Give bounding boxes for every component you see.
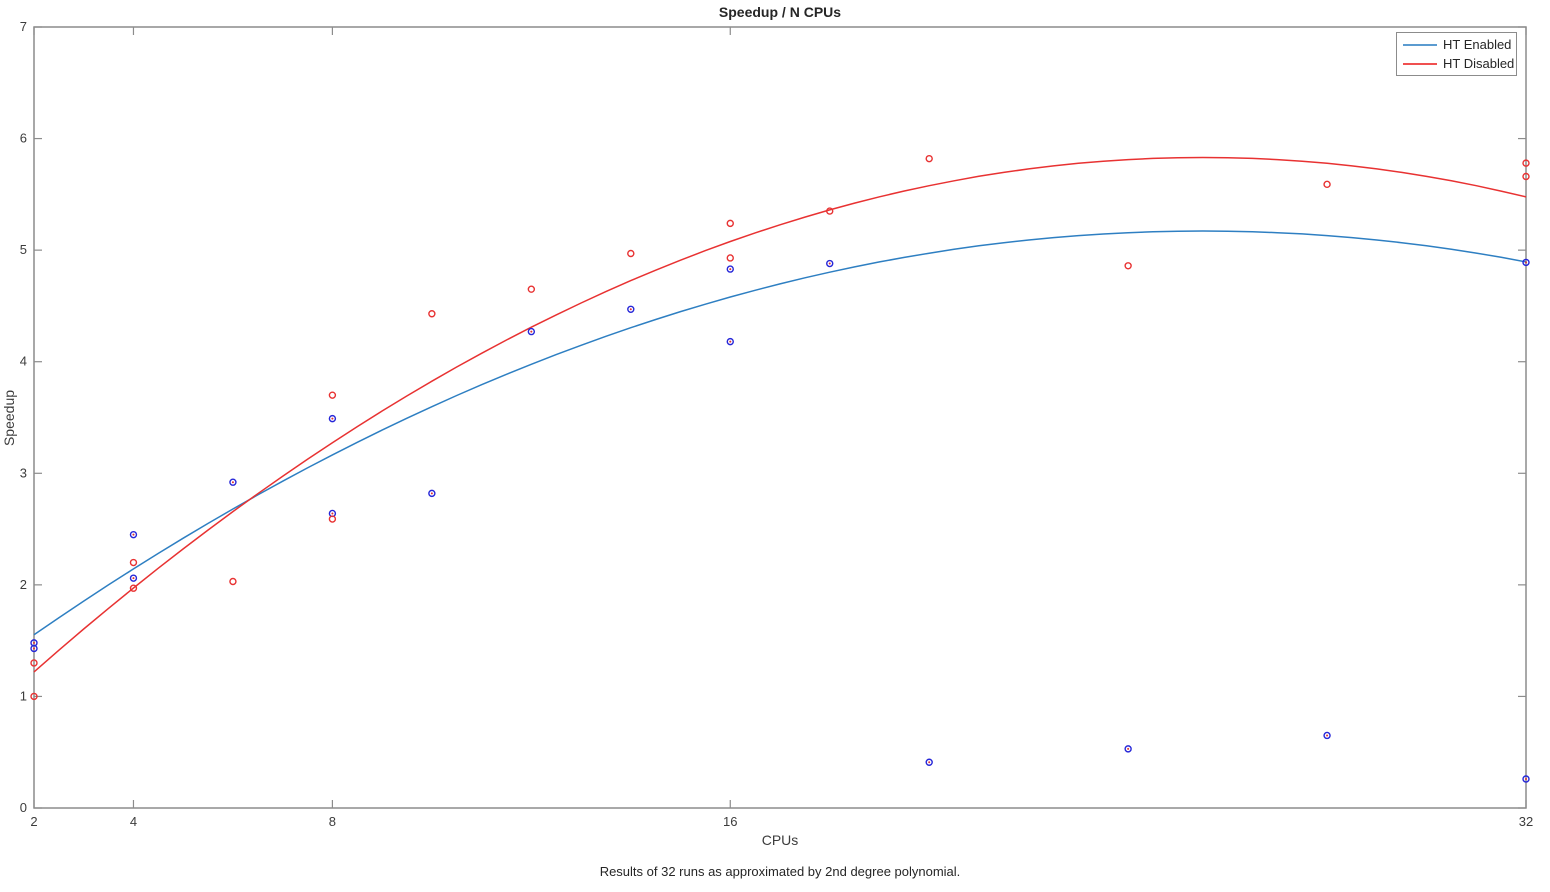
x-axis-label: CPUs <box>761 832 799 848</box>
y-tick-label: 1 <box>20 688 27 703</box>
data-point-ht-enabled <box>229 478 237 486</box>
data-point-ht-enabled <box>627 305 635 313</box>
data-point-ht-enabled-center <box>729 268 732 271</box>
data-point-ht-enabled <box>925 758 933 766</box>
legend-item-ht-enabled: HT Enabled <box>1403 37 1512 52</box>
data-point-ht-disabled <box>30 659 38 667</box>
y-tick-label: 6 <box>20 131 27 146</box>
y-tick-label: 7 <box>20 19 27 34</box>
data-point-ht-enabled-center <box>1525 777 1527 780</box>
chart-title: Speedup / N CPUs <box>718 4 842 20</box>
data-point-ht-enabled-center <box>132 577 135 580</box>
data-point-ht-enabled <box>428 489 436 498</box>
data-point-ht-enabled <box>826 259 834 268</box>
data-point-ht-disabled <box>826 207 834 215</box>
data-point-ht-enabled-center <box>331 417 334 420</box>
data-point-ht-enabled-center <box>629 308 632 311</box>
figure-caption: Results of 32 runs as approximated by 2n… <box>599 864 961 879</box>
data-point-ht-disabled <box>1522 172 1530 181</box>
data-point-ht-enabled <box>726 337 734 346</box>
x-tick-label: 8 <box>329 814 336 829</box>
data-point-ht-enabled-center <box>828 262 831 265</box>
data-point-ht-disabled <box>627 249 635 258</box>
data-point-ht-enabled-center <box>33 641 35 644</box>
data-point-ht-enabled-center <box>530 330 533 333</box>
data-point-ht-enabled <box>726 265 734 273</box>
x-tick-label: 32 <box>1519 814 1533 829</box>
data-point-ht-enabled-center <box>1525 261 1527 264</box>
data-point-ht-disabled <box>527 285 536 293</box>
data-point-ht-disabled <box>328 515 337 523</box>
x-tick-label: 4 <box>130 814 137 829</box>
data-point-ht-enabled-center <box>132 533 135 536</box>
data-point-ht-enabled-center <box>231 481 234 484</box>
data-point-ht-enabled-center <box>1127 747 1130 750</box>
data-point-ht-disabled <box>1323 180 1331 189</box>
data-point-ht-disabled <box>726 254 734 262</box>
x-tick-label: 2 <box>30 814 37 829</box>
data-point-ht-disabled <box>726 219 734 228</box>
data-point-ht-disabled <box>328 391 337 399</box>
data-point-ht-disabled <box>925 154 933 163</box>
data-point-ht-enabled <box>328 414 337 423</box>
legend-line-sample-blue <box>1403 43 1437 46</box>
data-point-ht-enabled-center <box>430 492 433 495</box>
data-point-ht-enabled <box>527 327 536 336</box>
data-point-ht-enabled <box>129 574 138 582</box>
legend-item-ht-disabled: HT Disabled <box>1403 56 1514 71</box>
data-point-ht-enabled-center <box>1326 734 1329 737</box>
y-tick-label: 5 <box>20 242 27 257</box>
legend-label: HT Enabled <box>1443 37 1512 52</box>
data-point-ht-enabled <box>1522 258 1530 267</box>
data-point-ht-enabled <box>1522 775 1530 783</box>
data-point-ht-enabled <box>30 644 38 653</box>
axes-box <box>33 26 1527 809</box>
data-point-ht-enabled-center <box>331 512 334 515</box>
data-point-ht-enabled-center <box>729 340 732 343</box>
fit-curve-ht-enabled <box>33 230 1527 636</box>
data-point-ht-disabled <box>1124 262 1132 270</box>
y-tick-label: 2 <box>20 577 27 592</box>
data-point-ht-disabled <box>428 310 436 318</box>
legend-line-sample-red <box>1403 62 1437 65</box>
data-point-ht-enabled-center <box>928 761 931 764</box>
data-point-ht-disabled <box>129 558 138 567</box>
legend: HT Enabled HT Disabled <box>1396 32 1517 76</box>
y-tick-label: 3 <box>20 465 27 480</box>
y-tick-label: 0 <box>20 800 27 815</box>
data-point-ht-disabled <box>229 577 237 586</box>
data-point-ht-enabled <box>129 530 138 539</box>
data-point-ht-disabled <box>30 692 38 701</box>
data-point-ht-enabled <box>1124 745 1132 753</box>
y-axis-label: Speedup <box>1 389 17 447</box>
data-point-ht-disabled <box>129 584 138 592</box>
fit-curve-ht-disabled <box>33 156 1527 673</box>
x-tick-label: 16 <box>723 814 737 829</box>
data-point-ht-enabled <box>1323 731 1331 740</box>
data-point-ht-disabled <box>1522 159 1530 167</box>
y-tick-label: 4 <box>20 354 27 369</box>
legend-label: HT Disabled <box>1443 56 1515 71</box>
data-point-ht-enabled-center <box>33 647 35 650</box>
